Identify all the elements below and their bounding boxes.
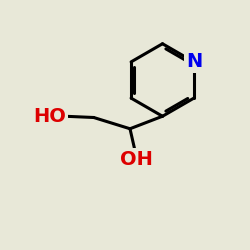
Text: HO: HO — [34, 107, 66, 126]
Text: N: N — [186, 52, 202, 72]
Text: OH: OH — [120, 150, 153, 169]
